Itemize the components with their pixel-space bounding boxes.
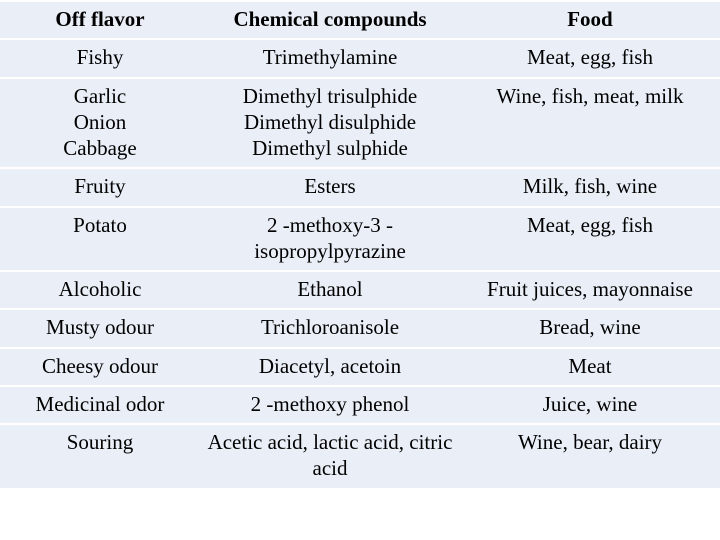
cell-compounds: 2 -methoxy phenol	[200, 387, 460, 423]
table-row: Potato 2 -methoxy-3 - isopropylpyrazine …	[0, 208, 720, 271]
cell-food: Bread, wine	[460, 310, 720, 346]
table-row: Souring Acetic acid, lactic acid, citric…	[0, 425, 720, 488]
cell-food: Milk, fish, wine	[460, 169, 720, 205]
cell-food: Meat, egg, fish	[460, 208, 720, 271]
cell-food: Meat, egg, fish	[460, 40, 720, 76]
cell-flavor: Cheesy odour	[0, 349, 200, 385]
table-row: GarlicOnionCabbage Dimethyl trisulphideD…	[0, 79, 720, 168]
col-header-compounds: Chemical compounds	[200, 2, 460, 38]
table-row: Fruity Esters Milk, fish, wine	[0, 169, 720, 205]
cell-food: Wine, fish, meat, milk	[460, 79, 720, 168]
table-row: Fishy Trimethylamine Meat, egg, fish	[0, 40, 720, 76]
table-row: Musty odour Trichloroanisole Bread, wine	[0, 310, 720, 346]
cell-food: Fruit juices, mayonnaise	[460, 272, 720, 308]
cell-compounds: Acetic acid, lactic acid, citric acid	[200, 425, 460, 488]
cell-compounds: Trichloroanisole	[200, 310, 460, 346]
table-row: Medicinal odor 2 -methoxy phenol Juice, …	[0, 387, 720, 423]
cell-food: Meat	[460, 349, 720, 385]
table-row: Alcoholic Ethanol Fruit juices, mayonnai…	[0, 272, 720, 308]
cell-flavor: Souring	[0, 425, 200, 488]
cell-flavor: Fruity	[0, 169, 200, 205]
cell-flavor: GarlicOnionCabbage	[0, 79, 200, 168]
cell-flavor: Musty odour	[0, 310, 200, 346]
cell-flavor: Potato	[0, 208, 200, 271]
off-flavor-table: Off flavor Chemical compounds Food Fishy…	[0, 0, 720, 490]
cell-flavor: Medicinal odor	[0, 387, 200, 423]
table-row: Cheesy odour Diacetyl, acetoin Meat	[0, 349, 720, 385]
cell-compounds: Ethanol	[200, 272, 460, 308]
table-header-row: Off flavor Chemical compounds Food	[0, 2, 720, 38]
cell-food: Wine, bear, dairy	[460, 425, 720, 488]
cell-compounds: Trimethylamine	[200, 40, 460, 76]
cell-flavor: Alcoholic	[0, 272, 200, 308]
cell-compounds: Dimethyl trisulphideDimethyl disulphideD…	[200, 79, 460, 168]
cell-compounds: 2 -methoxy-3 - isopropylpyrazine	[200, 208, 460, 271]
cell-compounds: Diacetyl, acetoin	[200, 349, 460, 385]
col-header-food: Food	[460, 2, 720, 38]
cell-flavor: Fishy	[0, 40, 200, 76]
cell-food: Juice, wine	[460, 387, 720, 423]
col-header-flavor: Off flavor	[0, 2, 200, 38]
cell-compounds: Esters	[200, 169, 460, 205]
